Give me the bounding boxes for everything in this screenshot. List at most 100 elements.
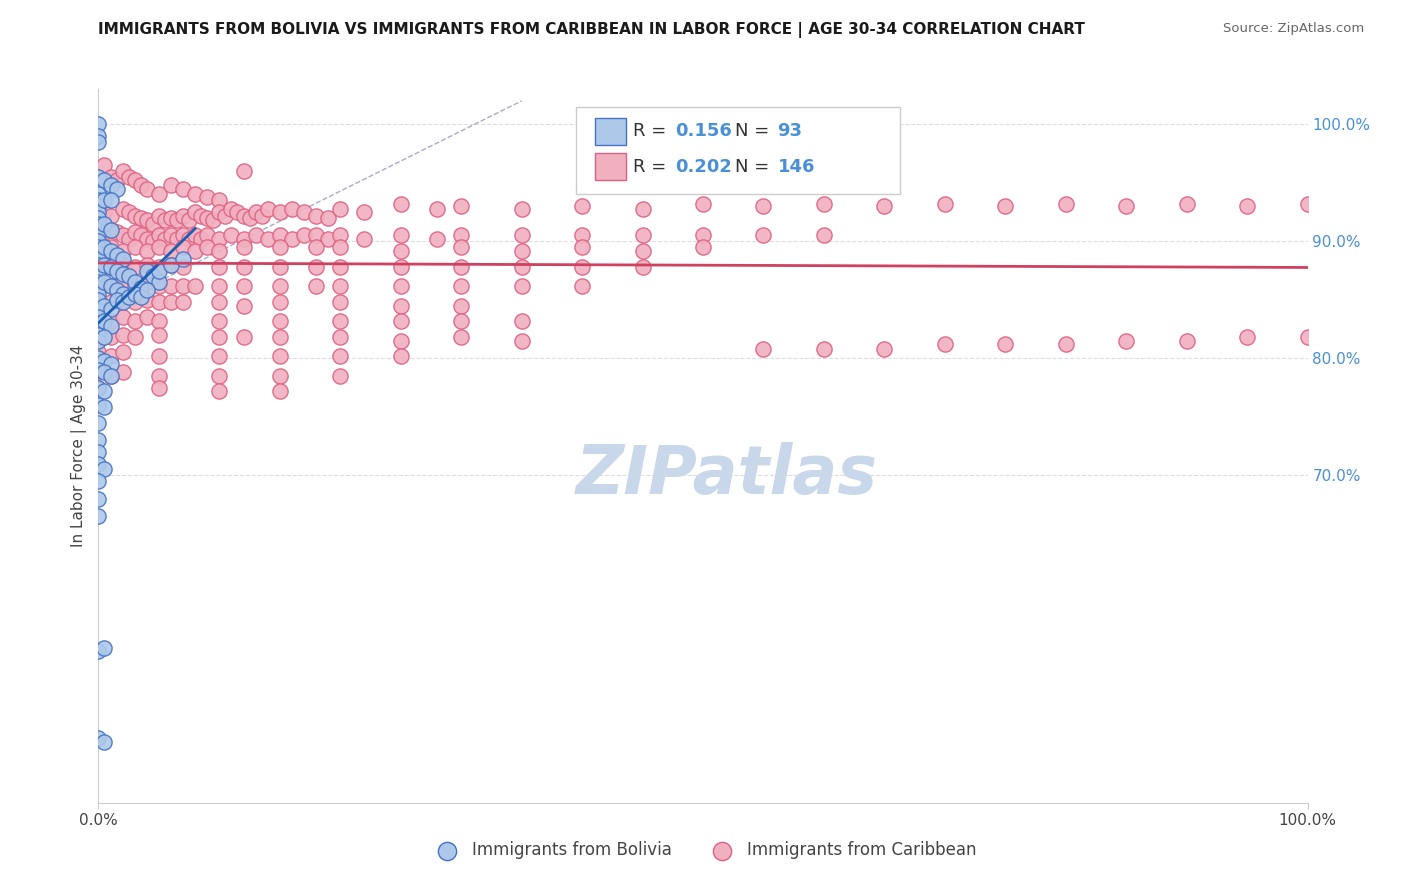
Point [190, 232, 212, 246]
Point [221, 228, 243, 243]
Point [87, 398, 110, 412]
Text: N =: N = [735, 158, 775, 176]
Point [450, 330, 472, 344]
Point [450, 299, 472, 313]
Point [87, 211, 110, 225]
Point [100, 244, 122, 258]
Point [269, 240, 291, 254]
Point [281, 232, 304, 246]
Text: Source: ZipAtlas.com: Source: ZipAtlas.com [1223, 22, 1364, 36]
Point [873, 342, 896, 356]
Point [87, 275, 110, 289]
Text: 0.202: 0.202 [675, 158, 731, 176]
Point [873, 199, 896, 213]
Point [571, 240, 593, 254]
Point [100, 194, 122, 208]
Point [100, 330, 122, 344]
Point [232, 164, 254, 178]
Point [100, 240, 122, 254]
Point [135, 310, 157, 325]
Point [269, 295, 291, 310]
Point [111, 228, 134, 243]
Point [100, 222, 122, 236]
Point [226, 205, 249, 219]
Point [100, 302, 122, 317]
Point [93, 365, 115, 379]
Point [87, 380, 110, 394]
Point [281, 202, 304, 216]
Point [208, 244, 231, 258]
Point [208, 278, 231, 293]
Point [111, 258, 134, 272]
Point [208, 260, 231, 274]
Point [124, 278, 146, 293]
Point [571, 260, 593, 274]
Point [232, 278, 254, 293]
Point [87, 334, 110, 348]
Point [389, 228, 412, 243]
Point [160, 295, 183, 310]
Point [269, 314, 291, 328]
Point [87, 287, 110, 301]
Point [1296, 330, 1319, 344]
Point [93, 641, 115, 656]
Point [305, 278, 328, 293]
Point [389, 314, 412, 328]
Point [87, 293, 110, 307]
Point [389, 197, 412, 211]
Point [118, 205, 141, 219]
Point [172, 252, 194, 266]
Point [100, 349, 122, 363]
Point [87, 269, 110, 284]
Point [353, 232, 375, 246]
Point [100, 260, 122, 274]
Point [87, 240, 110, 254]
Legend: Immigrants from Bolivia, Immigrants from Caribbean: Immigrants from Bolivia, Immigrants from… [423, 835, 983, 866]
Point [221, 202, 243, 216]
Point [87, 491, 110, 506]
Point [752, 342, 775, 356]
Point [571, 199, 593, 213]
Point [93, 258, 115, 272]
Point [160, 211, 183, 225]
Point [232, 240, 254, 254]
Point [87, 246, 110, 260]
Point [813, 197, 835, 211]
Point [93, 275, 115, 289]
Point [93, 158, 115, 172]
Point [148, 314, 170, 328]
Point [184, 228, 207, 243]
Point [329, 368, 352, 383]
Point [111, 310, 134, 325]
Point [329, 240, 352, 254]
Point [179, 232, 201, 246]
Point [87, 365, 110, 379]
Point [129, 228, 152, 243]
Point [87, 258, 110, 272]
Text: 0.156: 0.156 [675, 122, 731, 140]
Point [450, 314, 472, 328]
Point [148, 228, 170, 243]
Point [87, 457, 110, 471]
Point [100, 260, 122, 274]
Point [124, 260, 146, 274]
Point [305, 260, 328, 274]
Point [172, 181, 194, 195]
Point [269, 260, 291, 274]
Point [934, 197, 956, 211]
Point [87, 327, 110, 342]
Point [93, 225, 115, 239]
Point [87, 351, 110, 366]
Point [93, 205, 115, 219]
Point [214, 209, 236, 223]
Point [813, 342, 835, 356]
Point [142, 234, 165, 248]
Point [510, 260, 533, 274]
Point [195, 228, 218, 243]
Point [100, 169, 122, 184]
Point [450, 199, 472, 213]
Point [111, 252, 134, 266]
Point [93, 240, 115, 254]
Point [100, 368, 122, 383]
Point [239, 211, 262, 225]
